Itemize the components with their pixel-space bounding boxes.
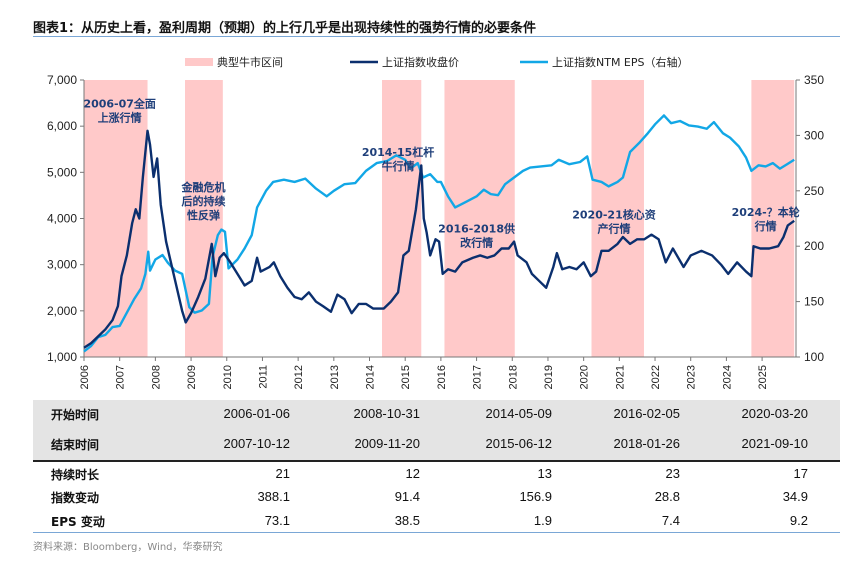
legend-label: 典型牛市区间 bbox=[217, 55, 283, 69]
x-tick-label: 2014 bbox=[365, 365, 377, 389]
table-row: 结束时间 2007-10-12 2009-11-20 2015-06-12 2018-0… bbox=[33, 436, 840, 458]
right-tick-label: 200 bbox=[804, 239, 824, 253]
annotation-label: 改行情 bbox=[460, 235, 493, 249]
x-tick-label: 2022 bbox=[650, 365, 662, 389]
x-tick-label: 2015 bbox=[400, 365, 412, 389]
annotation-label: 上涨行情 bbox=[98, 111, 142, 125]
row-label: 开始时间 bbox=[51, 408, 100, 422]
annotation-label: 牛行情 bbox=[382, 159, 415, 173]
table-cell: 2016-02-05 bbox=[613, 406, 681, 421]
table-row: 开始时间 2006-01-06 2008-10-31 2014-05-09 2016-0… bbox=[33, 406, 840, 428]
right-tick-label: 150 bbox=[804, 295, 824, 309]
annotation-label: 2020-21核心资 bbox=[572, 208, 656, 222]
table-cell: 91.4 bbox=[394, 489, 420, 504]
right-tick-label: 100 bbox=[804, 350, 824, 364]
legend-label: 上证指数NTM EPS（右轴） bbox=[552, 55, 689, 69]
x-tick-label: 2006 bbox=[79, 365, 91, 389]
x-tick-label: 2016 bbox=[436, 365, 448, 389]
row-label: 持续时长 bbox=[51, 468, 100, 482]
x-tick-label: 2021 bbox=[614, 365, 626, 389]
annotation-label: 后的持续 bbox=[182, 194, 226, 208]
title-divider bbox=[33, 36, 840, 37]
table-cell: 2009-11-20 bbox=[354, 436, 420, 451]
annotation-label: 2006-07全面 bbox=[83, 97, 156, 111]
left-tick-label: 1,000 bbox=[47, 350, 77, 364]
x-tick-label: 2020 bbox=[579, 365, 591, 389]
right-tick-label: 300 bbox=[804, 128, 824, 142]
table-cell: 9.2 bbox=[789, 513, 808, 528]
annotation-label: 2016-2018供 bbox=[438, 221, 515, 235]
legend-swatch-shade bbox=[185, 58, 213, 66]
annotation-label: 2014-15杠杆 bbox=[362, 145, 435, 159]
table-cell: 7.4 bbox=[661, 513, 680, 528]
left-tick-label: 5,000 bbox=[47, 165, 77, 179]
right-tick-label: 350 bbox=[804, 73, 824, 87]
x-tick-label: 2023 bbox=[686, 365, 698, 389]
annotation-label: 金融危机 bbox=[181, 180, 226, 194]
table-cell: 2007-10-12 bbox=[223, 436, 291, 451]
table-cell: 2008-10-31 bbox=[353, 406, 421, 421]
bull-market-shade bbox=[444, 80, 515, 357]
right-tick-label: 250 bbox=[804, 184, 824, 198]
annotation-label: 2024-？本轮 bbox=[732, 205, 800, 219]
row-label: 指数变动 bbox=[51, 491, 100, 505]
x-tick-label: 2011 bbox=[257, 365, 269, 389]
table-cell: 2015-06-12 bbox=[485, 436, 553, 451]
x-tick-label: 2013 bbox=[329, 365, 341, 389]
x-tick-label: 2009 bbox=[186, 365, 198, 389]
annotation-label: 产行情 bbox=[597, 222, 630, 236]
bull-market-shade bbox=[591, 80, 644, 357]
x-tick-label: 2017 bbox=[472, 365, 484, 389]
x-tick-label: 2010 bbox=[222, 365, 234, 389]
left-tick-label: 3,000 bbox=[47, 258, 77, 272]
x-tick-label: 2012 bbox=[293, 365, 305, 389]
table-header-band bbox=[33, 400, 840, 462]
table-cell: 21 bbox=[275, 466, 290, 481]
x-tick-label: 2019 bbox=[543, 365, 555, 389]
figure-title: 图表1：从历史上看，盈利周期（预期）的上行几乎是出现持续性的强势行情的必要条件 bbox=[33, 21, 537, 36]
table-cell: 23 bbox=[665, 466, 680, 481]
source-note: 资料来源：Bloomberg，Wind，华泰研究 bbox=[33, 542, 223, 553]
table-cell: 2006-01-06 bbox=[223, 406, 291, 421]
table-cell: 1.9 bbox=[533, 513, 552, 528]
index-close-line bbox=[83, 129, 795, 349]
left-tick-label: 6,000 bbox=[47, 119, 77, 133]
x-tick-label: 2007 bbox=[115, 365, 127, 389]
table-cell: 2014-05-09 bbox=[485, 406, 553, 421]
row-label: EPS 变动 bbox=[51, 515, 105, 529]
table-cell: 12 bbox=[405, 466, 420, 481]
annotation-label: 性反弹 bbox=[187, 208, 220, 222]
left-tick-label: 2,000 bbox=[47, 304, 77, 318]
left-tick-label: 4,000 bbox=[47, 212, 77, 226]
table-cell: 2021-09-10 bbox=[741, 436, 809, 451]
table-cell: 156.9 bbox=[519, 489, 552, 504]
chart: 1,000 2,000 3,000 4,000 5,000 6,000 7,000 100 15… bbox=[47, 55, 824, 389]
legend-label: 上证指数收盘价 bbox=[382, 55, 459, 69]
x-tick-label: 2018 bbox=[507, 365, 519, 389]
table-cell: 388.1 bbox=[257, 489, 290, 504]
bull-market-shade bbox=[751, 80, 795, 357]
table-cell: 28.8 bbox=[654, 489, 680, 504]
table-row: EPS 变动 73.1 38.5 1.9 7.4 9.2 bbox=[33, 513, 840, 535]
table-row: 指数变动 388.1 91.4 156.9 28.8 34.9 bbox=[33, 489, 840, 511]
row-label: 结束时间 bbox=[51, 438, 100, 452]
x-tick-label: 2008 bbox=[150, 365, 162, 389]
table-cell: 13 bbox=[537, 466, 552, 481]
table-cell: 17 bbox=[793, 466, 808, 481]
table-cell: 38.5 bbox=[394, 513, 420, 528]
table-cell: 34.9 bbox=[782, 489, 808, 504]
table-row: 持续时长 21 12 13 23 17 bbox=[33, 466, 840, 488]
table-bottom-rule bbox=[33, 532, 840, 533]
table-cell: 2018-01-26 bbox=[613, 436, 681, 451]
table-cell: 2020-03-20 bbox=[741, 406, 809, 421]
x-tick-label: 2024 bbox=[721, 365, 733, 389]
table-cell: 73.1 bbox=[264, 513, 290, 528]
annotation-label: 行情 bbox=[754, 219, 777, 233]
x-tick-label: 2025 bbox=[757, 365, 769, 389]
left-tick-label: 7,000 bbox=[47, 73, 77, 87]
